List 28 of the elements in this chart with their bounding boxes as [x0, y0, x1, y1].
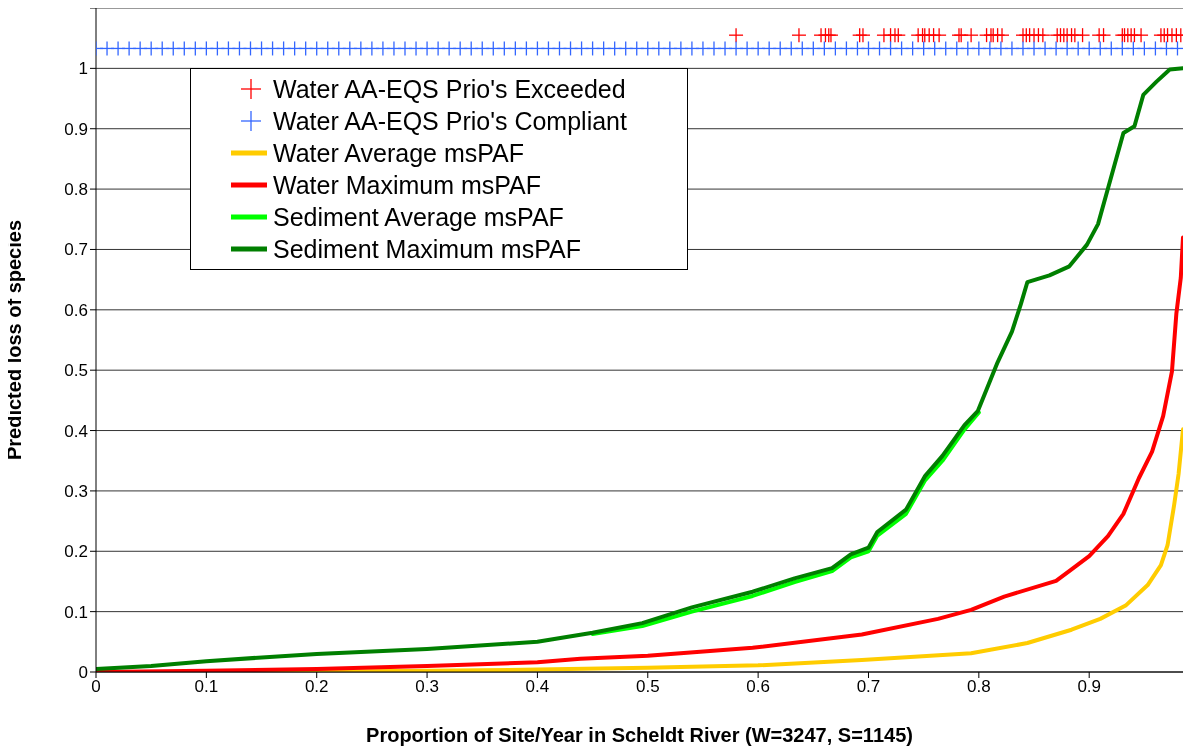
legend-label: Water Average msPAF	[273, 138, 525, 169]
x-tick-label: 0.8	[967, 677, 991, 697]
x-tick-label: 0.2	[304, 677, 329, 697]
x-tick-label: 0.1	[194, 677, 219, 697]
y-tick-label: 0.3	[64, 481, 88, 501]
x-tick-label: 0	[91, 677, 101, 697]
y-tick-label: 0.6	[64, 300, 88, 320]
legend-label: Sediment Average msPAF	[273, 202, 564, 233]
y-tick-label: 0.1	[64, 602, 88, 622]
y-tick-label: 0.7	[64, 240, 88, 260]
x-tick-label: 0.5	[635, 677, 660, 697]
x-tick-label: 0.6	[746, 677, 770, 697]
x-tick-label: 0.3	[415, 677, 439, 697]
y-tick-label: 0.9	[64, 119, 88, 139]
y-tick-label: 0.4	[64, 421, 88, 441]
y-tick-label: 0.8	[64, 180, 88, 200]
x-axis-title: Proportion of Site/Year in Scheldt River (W=3247, S=1145)	[366, 724, 913, 746]
y-tick-label: 0	[78, 663, 88, 683]
y-tick-label: 1	[78, 59, 88, 79]
y-tick-label: 0.5	[64, 361, 88, 381]
legend-label: Water AA-EQS Prio's Exceeded	[273, 74, 626, 105]
legend-label: Water Maximum msPAF	[273, 170, 542, 201]
legend-label: Sediment Maximum msPAF	[273, 234, 581, 265]
legend-label: Water AA-EQS Prio's Compliant	[273, 106, 627, 137]
y-tick-label: 0.2	[64, 542, 88, 562]
x-tick-label: 0.4	[525, 677, 550, 697]
x-tick-label: 0.7	[856, 677, 881, 697]
x-tick-label: 0.9	[1077, 677, 1102, 697]
